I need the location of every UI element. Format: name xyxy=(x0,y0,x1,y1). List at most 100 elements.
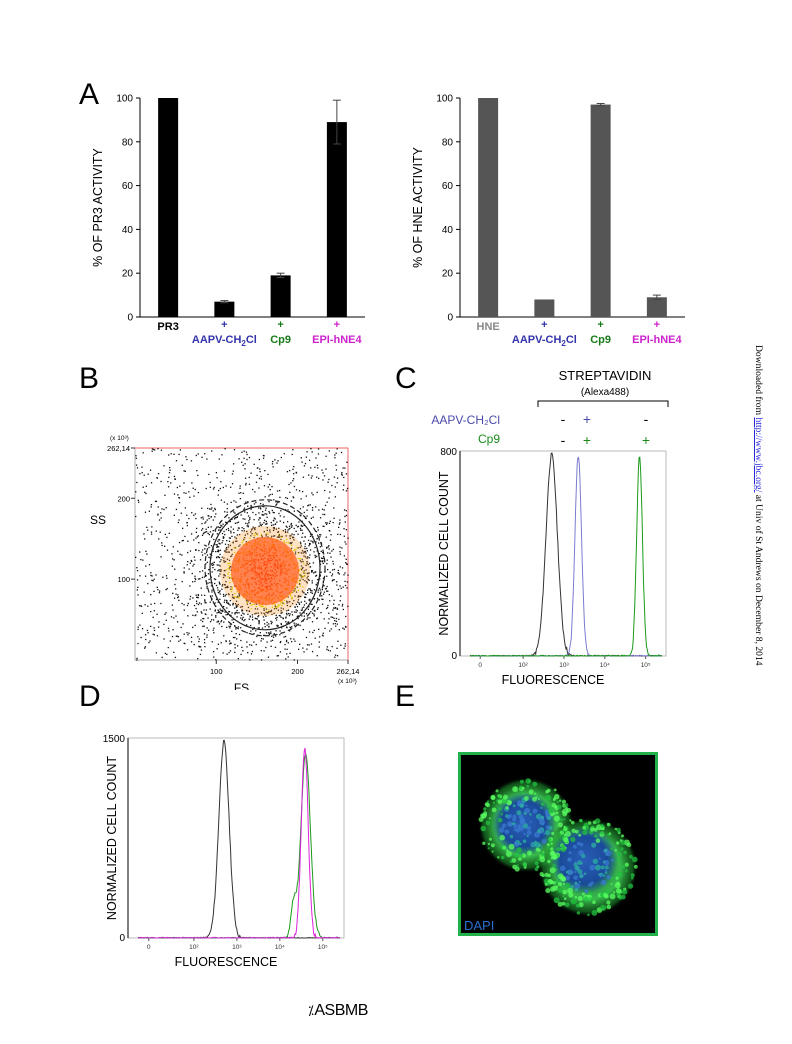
scatter-point xyxy=(329,650,331,652)
scatter-point xyxy=(317,448,320,450)
fluorescence-speckle xyxy=(521,791,524,795)
scatter-point xyxy=(153,627,155,629)
histogram-series xyxy=(470,456,663,657)
row1-label: AAPV-CH₂Cl xyxy=(431,413,500,427)
fluorescence-speckle xyxy=(534,861,539,866)
scatter-point xyxy=(294,587,297,589)
scatter-point xyxy=(249,602,251,604)
x-tick-label: 10³ xyxy=(232,944,242,951)
scatter-point xyxy=(277,531,279,534)
download-note-link[interactable]: http://www.jbc.org/ xyxy=(753,417,764,493)
scatter-point xyxy=(320,611,322,614)
scatter-point xyxy=(260,605,262,608)
scatter-point xyxy=(137,499,139,501)
scatter-point xyxy=(290,535,292,537)
fluorescence-speckle xyxy=(556,847,561,852)
scatter-point xyxy=(311,592,314,595)
scatter-point xyxy=(306,509,308,511)
scatter-point xyxy=(207,582,209,584)
scatter-point xyxy=(199,653,202,656)
scatter-point xyxy=(244,477,247,479)
x-tick-label: 100 xyxy=(210,667,223,676)
scatter-point xyxy=(323,509,325,511)
scatter-point xyxy=(136,481,138,484)
scatter-point xyxy=(250,608,252,610)
scatter-point xyxy=(289,542,292,544)
fluorescence-speckle xyxy=(616,858,620,861)
scatter-point xyxy=(272,460,274,463)
scatter-point xyxy=(248,610,251,612)
scatter-point xyxy=(161,544,163,547)
scatter-point xyxy=(228,517,230,519)
scatter-point xyxy=(317,526,319,529)
fluorescence-speckle xyxy=(624,862,629,867)
scatter-point xyxy=(138,605,141,607)
scatter-point xyxy=(318,477,320,480)
scatter-point xyxy=(188,632,190,634)
scatter-point xyxy=(198,602,201,604)
scatter-point xyxy=(276,625,278,627)
scatter-point xyxy=(243,507,246,509)
scatter-point xyxy=(263,519,266,521)
scatter-point xyxy=(243,619,245,622)
scatter-point xyxy=(270,609,273,611)
scatter-point xyxy=(250,506,252,508)
scatter-point xyxy=(135,556,137,559)
scatter-point xyxy=(262,503,264,506)
scatter-point xyxy=(204,599,206,601)
scatter-point xyxy=(274,535,276,537)
scatter-point xyxy=(314,637,316,639)
scatter-point xyxy=(203,638,206,641)
scatter-point xyxy=(304,545,306,548)
fluorescence-speckle xyxy=(537,829,541,833)
scatter-point xyxy=(198,645,200,648)
scatter-point xyxy=(143,591,145,593)
scatter-point xyxy=(339,546,341,548)
scatter-point xyxy=(166,587,168,590)
scatter-point xyxy=(347,574,349,576)
scatter-point xyxy=(285,525,287,527)
scatter-point xyxy=(197,453,199,455)
scatter-point xyxy=(300,595,302,598)
scatter-point xyxy=(220,559,222,561)
scatter-point xyxy=(336,613,338,615)
fluorescence-speckle xyxy=(615,888,622,894)
scatter-point xyxy=(208,533,210,536)
fluorescence-speckle xyxy=(631,876,634,880)
fluorescence-speckle xyxy=(620,894,626,900)
scatter-point xyxy=(286,648,288,651)
fluorescence-speckle xyxy=(571,828,576,833)
fluorescence-speckle xyxy=(545,825,550,830)
scatter-point xyxy=(295,609,297,611)
scatter-point xyxy=(219,590,221,592)
scatter-point xyxy=(286,622,288,625)
scatter-point xyxy=(251,614,254,616)
scatter-point xyxy=(202,527,204,530)
fluorescence-speckle xyxy=(513,823,518,828)
scatter-point xyxy=(229,567,231,569)
scatter-point xyxy=(146,526,148,529)
fluorescence-speckle xyxy=(527,850,532,856)
scatter-point xyxy=(301,529,303,531)
scatter-point xyxy=(344,625,347,628)
fluorescence-speckle xyxy=(605,865,609,870)
scatter-point xyxy=(257,612,259,614)
scatter-point xyxy=(274,646,277,649)
scatter-point xyxy=(237,521,240,523)
scatter-point xyxy=(325,522,327,524)
fluorescence-speckle xyxy=(590,827,595,832)
scatter-point xyxy=(242,540,244,542)
scatter-point xyxy=(280,536,283,538)
fluorescence-speckle xyxy=(500,855,505,860)
scatter-point xyxy=(223,573,225,576)
scatter-point xyxy=(212,562,214,564)
fluorescence-speckle xyxy=(570,820,575,825)
scatter-point xyxy=(231,619,233,621)
scatter-point xyxy=(198,578,200,580)
scatter-point xyxy=(232,528,235,530)
header-bracket xyxy=(537,400,669,407)
scatter-point xyxy=(156,586,158,589)
scatter-point xyxy=(244,518,246,520)
scatter-point xyxy=(287,541,289,544)
scatter-point xyxy=(324,489,326,492)
